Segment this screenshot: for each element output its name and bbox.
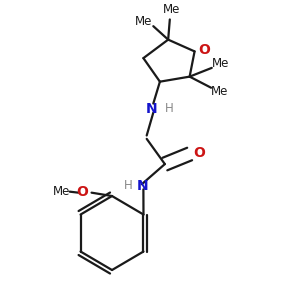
Text: Me: Me bbox=[135, 15, 152, 28]
Text: O: O bbox=[198, 43, 210, 57]
Text: O: O bbox=[193, 146, 205, 160]
Text: Me: Me bbox=[211, 85, 228, 98]
Text: Me: Me bbox=[53, 185, 70, 198]
Text: N: N bbox=[146, 102, 158, 116]
Text: O: O bbox=[76, 185, 88, 199]
Text: Me: Me bbox=[163, 3, 180, 16]
Text: H: H bbox=[165, 102, 173, 115]
Text: N: N bbox=[136, 179, 148, 193]
Text: Me: Me bbox=[212, 57, 230, 70]
Text: H: H bbox=[124, 179, 133, 192]
